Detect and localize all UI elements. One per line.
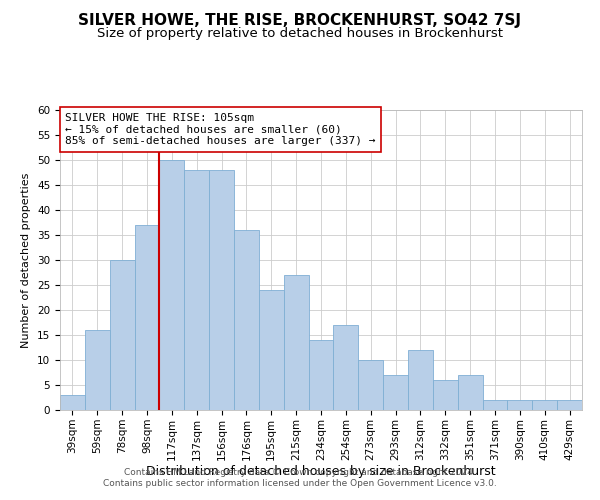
Bar	[408, 350, 433, 410]
Bar	[458, 375, 482, 410]
Bar	[184, 170, 209, 410]
Bar	[508, 400, 532, 410]
Bar	[259, 290, 284, 410]
Y-axis label: Number of detached properties: Number of detached properties	[22, 172, 31, 348]
Bar	[110, 260, 134, 410]
Bar	[60, 395, 85, 410]
Text: Size of property relative to detached houses in Brockenhurst: Size of property relative to detached ho…	[97, 28, 503, 40]
Text: Contains HM Land Registry data © Crown copyright and database right 2024.
Contai: Contains HM Land Registry data © Crown c…	[103, 468, 497, 487]
X-axis label: Distribution of detached houses by size in Brockenhurst: Distribution of detached houses by size …	[146, 466, 496, 478]
Bar	[532, 400, 557, 410]
Bar	[85, 330, 110, 410]
Bar	[383, 375, 408, 410]
Bar	[160, 160, 184, 410]
Bar	[334, 325, 358, 410]
Bar	[209, 170, 234, 410]
Bar	[134, 225, 160, 410]
Bar	[433, 380, 458, 410]
Text: SILVER HOWE THE RISE: 105sqm
← 15% of detached houses are smaller (60)
85% of se: SILVER HOWE THE RISE: 105sqm ← 15% of de…	[65, 113, 376, 146]
Text: SILVER HOWE, THE RISE, BROCKENHURST, SO42 7SJ: SILVER HOWE, THE RISE, BROCKENHURST, SO4…	[79, 12, 521, 28]
Bar	[234, 230, 259, 410]
Bar	[284, 275, 308, 410]
Bar	[482, 400, 508, 410]
Bar	[557, 400, 582, 410]
Bar	[358, 360, 383, 410]
Bar	[308, 340, 334, 410]
